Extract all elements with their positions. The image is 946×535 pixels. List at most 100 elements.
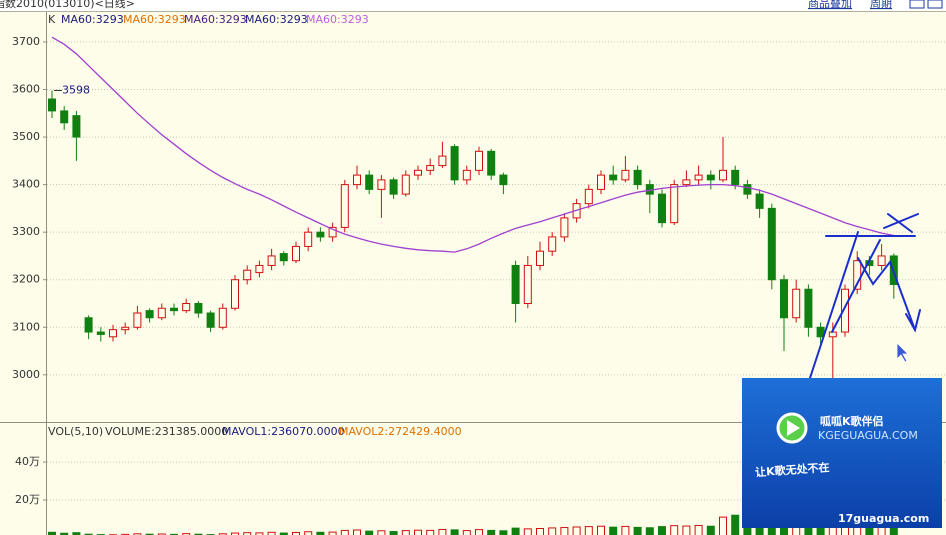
volume-bar xyxy=(706,525,715,535)
volume-bar xyxy=(462,530,471,535)
candle-body xyxy=(279,253,288,262)
candle-body xyxy=(609,174,618,181)
volume-bar xyxy=(633,526,642,535)
icon-button[interactable] xyxy=(909,0,925,9)
volume-bar xyxy=(523,528,532,535)
volume-bar xyxy=(389,531,398,535)
candle-body xyxy=(414,169,422,176)
volume-bar xyxy=(218,533,227,535)
volume-bar xyxy=(645,527,654,535)
candle-body xyxy=(548,236,557,252)
volume-bar xyxy=(487,529,496,535)
candle-body xyxy=(133,312,142,328)
link[interactable]: 周期 xyxy=(870,0,892,10)
volume-bar xyxy=(731,514,740,535)
volume-bar xyxy=(658,526,666,535)
candle-body xyxy=(182,302,191,312)
volume-bar xyxy=(621,525,630,535)
volume-bar xyxy=(597,525,605,535)
candle-body xyxy=(658,193,666,224)
candle-body xyxy=(121,326,130,331)
candle-body xyxy=(109,329,117,338)
y-tick-label: 3000 xyxy=(12,368,40,381)
ma60-line xyxy=(51,36,894,253)
candle-body xyxy=(316,231,325,238)
volume-bar xyxy=(401,530,410,535)
candle-body xyxy=(194,302,203,314)
indicator-label: MA60:3293 xyxy=(61,13,124,26)
volume-bar xyxy=(426,529,435,535)
candle-body xyxy=(743,184,752,195)
volume-bar xyxy=(292,531,300,535)
volume-bar xyxy=(609,526,618,535)
candle-body xyxy=(523,264,532,304)
candle-body xyxy=(450,146,459,181)
icon-button[interactable] xyxy=(927,0,943,9)
volume-bar xyxy=(60,532,69,535)
candle-body xyxy=(389,179,398,195)
candle-body xyxy=(243,269,252,281)
candle-body xyxy=(536,250,544,266)
candle-body xyxy=(755,193,764,209)
annotation-label: 3598 xyxy=(62,83,90,96)
candle-body xyxy=(597,174,605,190)
vol-tick-label: 40万 xyxy=(15,455,40,468)
volume-bar xyxy=(243,532,252,535)
candle-body xyxy=(804,288,813,328)
indicator-label: MA60:3293 xyxy=(184,13,247,26)
candle-body xyxy=(706,174,715,181)
volume-label: MAVOL2:272429.4000 xyxy=(339,425,462,438)
candle-body xyxy=(828,331,837,338)
volume-bar xyxy=(328,531,337,535)
volume-bar xyxy=(511,527,520,535)
y-tick-label: 3400 xyxy=(12,178,40,191)
y-tick-label: 3500 xyxy=(12,130,40,143)
hand-drawing xyxy=(809,213,921,379)
y-tick-label: 3600 xyxy=(12,83,40,96)
volume-bar xyxy=(72,532,81,535)
candle-body xyxy=(560,217,569,238)
volume-bar xyxy=(450,529,459,535)
candle-body xyxy=(255,264,264,274)
candle-body xyxy=(621,169,630,181)
candle-body xyxy=(511,264,520,304)
candle-body xyxy=(292,245,300,262)
candle-body xyxy=(72,115,81,138)
candle-body xyxy=(499,174,508,186)
candle-body xyxy=(792,288,801,319)
candle-body xyxy=(426,165,435,171)
candle-body xyxy=(841,288,849,333)
candle-body xyxy=(694,174,703,181)
cursor xyxy=(896,342,909,363)
candle-body xyxy=(145,310,154,319)
candle-body xyxy=(877,255,886,266)
volume-bar xyxy=(536,528,544,535)
volume-bar xyxy=(499,530,508,535)
volume-bar xyxy=(694,524,703,535)
ad-title: 呱呱K歌伴侣 xyxy=(820,414,884,428)
candle-body xyxy=(96,331,105,335)
ad-overlay[interactable]: 呱呱K歌伴侣 KGEGUAGUA.COM 让K歌无处不在 17guagua.co… xyxy=(742,378,942,528)
window-title: 指数2010(013010)<日线> xyxy=(0,0,135,10)
candle-body xyxy=(475,150,483,171)
ad-footer: 17guagua.com xyxy=(838,512,929,525)
candle-body xyxy=(438,155,447,167)
candle-body xyxy=(365,174,374,190)
volume-bar xyxy=(182,533,191,535)
vol-tick-label: 20万 xyxy=(15,493,40,506)
indicator-label: K xyxy=(48,13,56,26)
volume-bar xyxy=(475,529,483,535)
ad-slogan: 让K歌无处不在 xyxy=(755,460,830,479)
candle-body xyxy=(304,231,313,247)
volume-bar xyxy=(719,516,727,535)
volume-bar xyxy=(414,529,422,535)
y-tick-label: 3200 xyxy=(12,273,40,286)
link[interactable]: 商品叠加 xyxy=(808,0,852,10)
indicator-label: MA60:3293 xyxy=(123,13,186,26)
candle-body xyxy=(267,255,276,266)
indicator-label: MA60:3293 xyxy=(306,13,369,26)
candle-body xyxy=(377,179,386,190)
y-tick-label: 3300 xyxy=(12,225,40,238)
